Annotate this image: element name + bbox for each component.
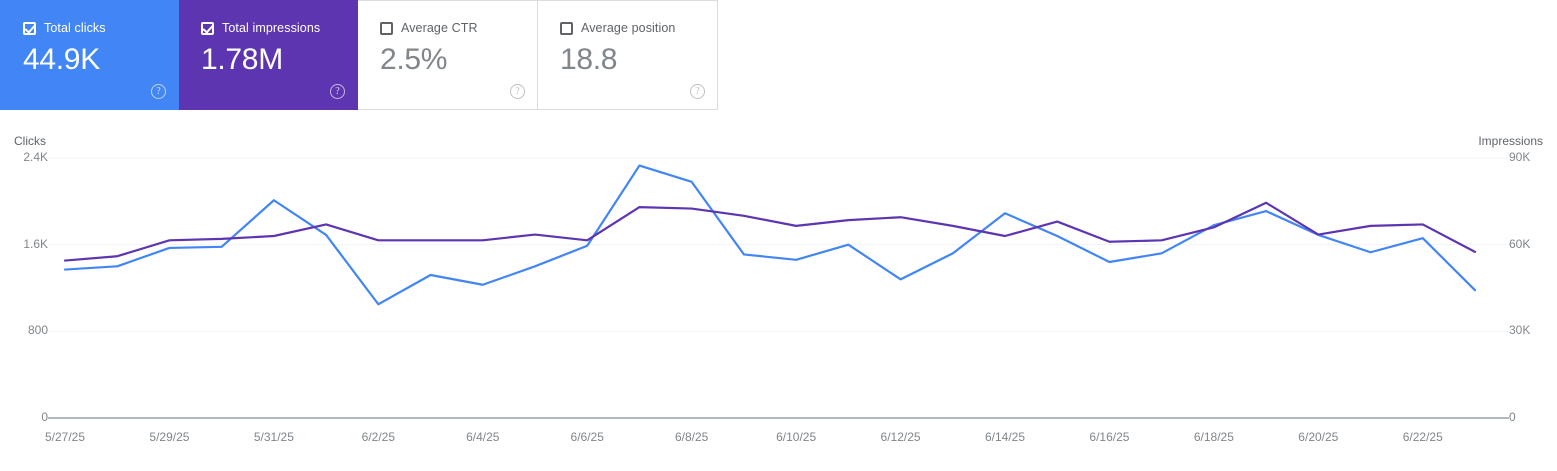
help-icon[interactable]: ? xyxy=(151,84,166,99)
x-axis-tick-label: 6/20/25 xyxy=(1298,430,1339,444)
help-icon[interactable]: ? xyxy=(330,84,345,99)
x-axis-tick-label: 6/14/25 xyxy=(984,430,1026,444)
x-axis-tick-label: 6/8/25 xyxy=(674,430,709,444)
checkbox-checked-icon[interactable] xyxy=(23,21,36,35)
metric-card-position[interactable]: Average position 18.8? xyxy=(538,0,718,110)
x-axis-tick-label: 6/22/25 xyxy=(1402,430,1443,444)
x-axis-tick-label: 6/2/25 xyxy=(361,430,396,444)
performance-chart: Clicks Impressions 0 800 1.6K 2.4K 0 30K 60K 9… xyxy=(0,110,1557,471)
metric-card-ctr[interactable]: Average CTR 2.5%? xyxy=(358,0,538,110)
metric-card-label: Average CTR xyxy=(401,21,478,35)
metric-card-header: Average CTR xyxy=(380,20,521,36)
x-axis-tick-label: 6/4/25 xyxy=(466,430,500,444)
right-axis-tick-label: 30K xyxy=(1509,323,1531,338)
x-axis-tick-label: 6/16/25 xyxy=(1089,430,1130,444)
series-line-total-impressions xyxy=(63,201,1477,262)
x-axis-tick-label: 6/6/25 xyxy=(570,430,604,444)
right-axis-tick-label: 90K xyxy=(1509,150,1531,164)
checkbox-unchecked-icon[interactable] xyxy=(380,21,393,35)
metric-card-clicks[interactable]: Total clicks 44.9K? xyxy=(0,0,179,110)
right-axis-tick-label: 0 xyxy=(1509,410,1516,424)
metric-card-value: 18.8 xyxy=(560,43,618,76)
left-axis-tick-label: 800 xyxy=(27,323,48,338)
metric-card-header: Average position xyxy=(560,20,701,36)
x-axis-tick-label: 5/31/25 xyxy=(253,430,294,444)
checkbox-checked-icon[interactable] xyxy=(201,21,214,35)
right-axis-title: Impressions xyxy=(1478,134,1543,148)
series-line-total-clicks xyxy=(63,164,1477,306)
x-axis-tick-label: 6/18/25 xyxy=(1193,430,1234,444)
metric-card-header: Total impressions xyxy=(201,20,341,36)
x-axis-tick-label: 6/12/25 xyxy=(880,430,921,444)
right-axis-tick-label: 60K xyxy=(1509,236,1531,251)
help-icon[interactable]: ? xyxy=(510,84,525,99)
metric-card-header: Total clicks xyxy=(23,20,162,36)
x-axis-tick-label: 6/10/25 xyxy=(776,430,817,444)
x-axis-tick-label: 5/29/25 xyxy=(149,430,190,444)
chart-plot xyxy=(48,157,1509,419)
metric-card-label: Total clicks xyxy=(44,21,106,35)
checkbox-unchecked-icon[interactable] xyxy=(560,21,573,35)
metric-card-value: 44.9K xyxy=(23,43,100,76)
metric-card-value: 1.78M xyxy=(201,43,283,76)
metric-card-label: Average position xyxy=(581,21,676,35)
x-axis-tick-label: 5/27/25 xyxy=(44,430,86,444)
metric-card-label: Total impressions xyxy=(222,21,321,35)
metric-cards-row: Total clicks 44.9K? Total impressions 1.78M… xyxy=(0,0,718,110)
left-axis-tick-label: 2.4K xyxy=(23,150,48,164)
metric-card-value: 2.5% xyxy=(380,43,448,76)
left-axis-tick-label: 1.6K xyxy=(23,236,48,251)
left-axis-title: Clicks xyxy=(14,134,46,148)
help-icon[interactable]: ? xyxy=(690,84,705,99)
metric-card-impressions[interactable]: Total impressions 1.78M? xyxy=(179,0,358,110)
left-axis-tick-label: 0 xyxy=(41,410,48,424)
